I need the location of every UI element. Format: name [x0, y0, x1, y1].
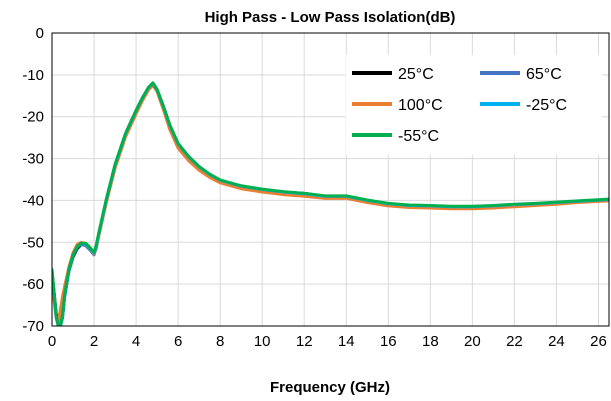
legend-label: 25°C — [398, 66, 434, 83]
legend-label: 100°C — [398, 97, 443, 114]
x-axis-label: Frequency (GHz) — [270, 379, 390, 396]
x-tick-label: 18 — [422, 333, 439, 350]
legend-label: -55°C — [398, 128, 439, 145]
x-tick-label: 10 — [254, 333, 271, 350]
legend-label: -25°C — [526, 97, 567, 114]
x-tick-label: 26 — [590, 333, 607, 350]
y-tick-label: -60 — [22, 276, 44, 293]
y-tick-label: -70 — [22, 318, 44, 335]
x-tick-label: 0 — [48, 333, 56, 350]
x-tick-label: 8 — [216, 333, 224, 350]
x-tick-label: 16 — [380, 333, 397, 350]
legend-label: 65°C — [526, 66, 562, 83]
y-tick-label: -10 — [22, 67, 44, 84]
x-tick-label: 20 — [464, 333, 481, 350]
x-tick-label: 6 — [174, 333, 182, 350]
x-tick-label: 2 — [90, 333, 98, 350]
y-tick-label: 0 — [36, 25, 44, 42]
x-tick-label: 12 — [296, 333, 313, 350]
legend: 25°C 65°C 100°C -25°C -55°C — [346, 55, 602, 155]
x-tick-label: 22 — [506, 333, 523, 350]
x-tick-label: 4 — [132, 333, 140, 350]
chart-title: High Pass - Low Pass Isolation(dB) — [205, 9, 456, 26]
x-tick-label: 14 — [338, 333, 355, 350]
y-tick-label: -20 — [22, 109, 44, 126]
y-tick-label: -40 — [22, 192, 44, 209]
y-tick-label: -50 — [22, 234, 44, 251]
y-tick-label: -30 — [22, 151, 44, 168]
x-tick-label: 24 — [548, 333, 565, 350]
